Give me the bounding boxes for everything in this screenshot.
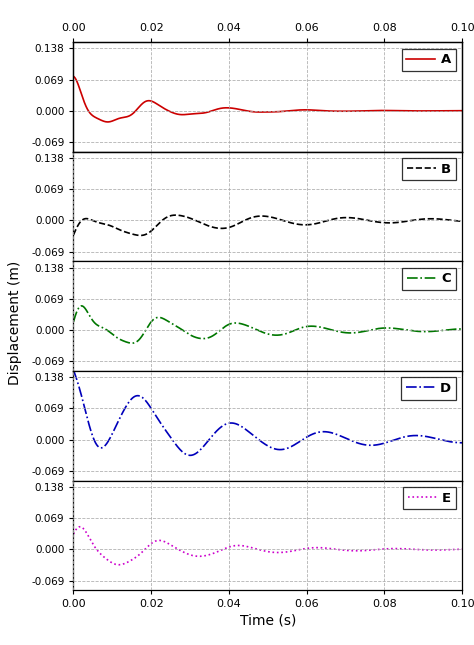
Legend: C: C	[402, 268, 456, 290]
Legend: B: B	[402, 158, 456, 181]
Legend: A: A	[402, 48, 456, 71]
Text: Displacement (m): Displacement (m)	[8, 261, 22, 384]
Legend: E: E	[403, 487, 456, 510]
Legend: D: D	[401, 377, 456, 400]
X-axis label: Time (s): Time (s)	[240, 613, 296, 628]
